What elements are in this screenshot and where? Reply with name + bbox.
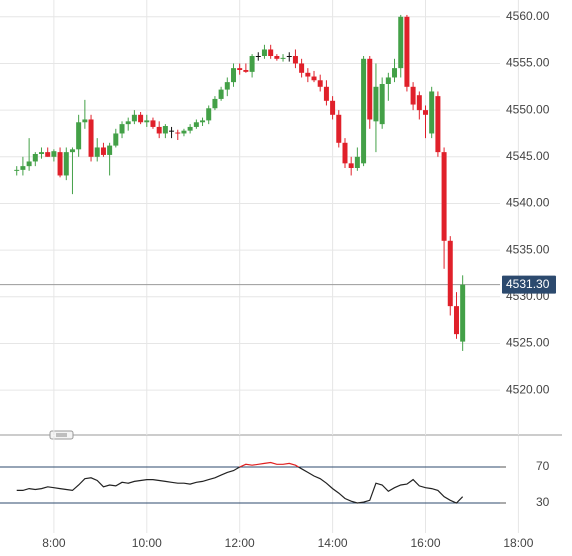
candle-body [435, 96, 441, 153]
candle-body [286, 56, 292, 57]
candle-body [69, 149, 75, 153]
candle-body [385, 77, 391, 84]
candle-body [305, 72, 311, 77]
rsi-tick-label: 30 [536, 495, 550, 509]
candle-body [224, 82, 230, 90]
candle-body [32, 154, 38, 162]
candle-body [460, 284, 466, 342]
candle-body [88, 119, 94, 157]
candle-body [150, 120, 156, 127]
candle-body [156, 126, 162, 134]
candle-body [57, 152, 63, 176]
candle-body [404, 16, 410, 87]
candle-body [45, 152, 51, 157]
candle-body [144, 120, 150, 123]
candle-body [131, 114, 137, 122]
x-tick-label: 8:00 [42, 536, 66, 550]
candle-body [14, 169, 20, 171]
candle-body [119, 124, 125, 134]
pane-resize-handle[interactable] [49, 430, 74, 440]
candle-body [342, 142, 348, 164]
candle-body [169, 130, 175, 132]
candle-body [292, 56, 298, 64]
candle-body [162, 126, 168, 134]
candle-body [26, 161, 32, 167]
y-tick-label: 4550.00 [506, 102, 550, 116]
candle-body [367, 58, 373, 120]
candle-body [237, 68, 243, 70]
x-tick-label: 18:00 [503, 536, 533, 550]
candle-body [423, 110, 429, 115]
candle-body [330, 100, 336, 115]
candle-body [416, 95, 422, 111]
rsi-tick-label: 70 [536, 459, 550, 473]
candle-body [20, 166, 26, 170]
candle-body [323, 86, 329, 101]
candle-body [348, 163, 354, 168]
candle-body [76, 122, 82, 150]
candle-body [206, 108, 212, 121]
candle-body [125, 121, 131, 125]
candle-body [280, 57, 286, 59]
y-tick-label: 4545.00 [506, 149, 550, 163]
candle-body [249, 56, 255, 72]
candle-body [429, 91, 435, 134]
last-price-box [502, 275, 556, 294]
y-tick-label: 4525.00 [506, 336, 550, 350]
rsi-line [16, 461, 464, 504]
y-tick-label: 4535.00 [506, 242, 550, 256]
candle-body [354, 156, 360, 168]
candle-body [398, 16, 404, 69]
y-tick-label: 4555.00 [506, 56, 550, 70]
candle-body [94, 147, 100, 157]
candle-body [193, 122, 199, 127]
last-price-label: 4531.30 [506, 277, 550, 291]
candle-body [113, 133, 119, 146]
candle-body [268, 49, 274, 56]
candle-body [51, 151, 57, 157]
candle-body [447, 240, 453, 307]
candle-body [392, 68, 398, 78]
candle-body [218, 89, 224, 99]
candle-body [441, 152, 447, 241]
candle-body [107, 145, 113, 155]
candle-body [181, 130, 187, 134]
candle-body [261, 49, 267, 56]
candle-body [212, 98, 218, 109]
candle-body [38, 152, 44, 154]
x-tick-label: 16:00 [410, 536, 440, 550]
candle-body [299, 63, 305, 73]
candle-body [379, 84, 385, 125]
candle-body [100, 147, 106, 155]
candle-body [82, 119, 88, 123]
x-tick-label: 14:00 [318, 536, 348, 550]
candle-body [243, 70, 249, 72]
candle-body [361, 58, 367, 164]
candle-body [175, 132, 181, 134]
candle-body [231, 68, 237, 83]
y-tick-label: 4560.00 [506, 9, 550, 23]
candle-body [138, 114, 144, 123]
x-tick-label: 10:00 [132, 536, 162, 550]
y-tick-label: 4520.00 [506, 382, 550, 396]
candle-body [453, 306, 459, 335]
candle-body [373, 86, 379, 122]
candle-body [200, 120, 206, 123]
candle-body [255, 56, 261, 57]
candle-body [410, 86, 416, 105]
candle-body [336, 114, 342, 143]
candle-body [187, 126, 193, 131]
candle-body [311, 76, 317, 81]
y-tick-label: 4540.00 [506, 196, 550, 210]
x-tick-label: 12:00 [225, 536, 255, 550]
candle-body [317, 80, 323, 87]
candle-body [274, 56, 280, 59]
candle-body [63, 152, 69, 176]
